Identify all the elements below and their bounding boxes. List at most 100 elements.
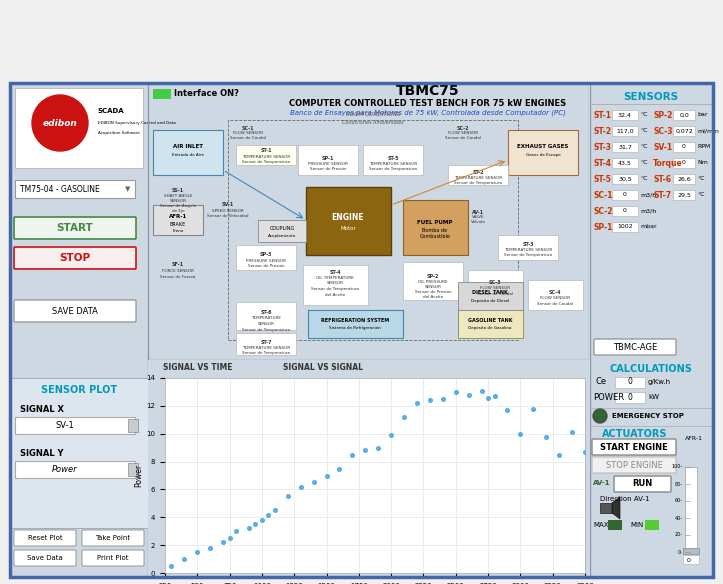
Text: m3/h: m3/h [640, 208, 656, 214]
Text: GASOLINE TANK: GASOLINE TANK [468, 318, 513, 322]
Text: SENSORS: SENSORS [623, 92, 679, 102]
FancyBboxPatch shape [594, 339, 676, 355]
Text: SIGNAL X: SIGNAL X [20, 405, 64, 415]
Text: Torque: Torque [653, 158, 683, 168]
Point [282, 492, 294, 501]
Text: ST-5: ST-5 [593, 175, 611, 183]
Text: Power: Power [52, 465, 78, 474]
Point [372, 443, 384, 453]
Text: MIN: MIN [630, 522, 643, 528]
Text: del Aceite: del Aceite [325, 293, 345, 297]
Text: TBMC75: TBMC75 [396, 84, 460, 98]
Text: Sensor de Fuerza: Sensor de Fuerza [161, 275, 196, 279]
Text: SC-1: SC-1 [593, 190, 612, 200]
Text: PRESSURE SENSOR: PRESSURE SENSOR [308, 162, 348, 166]
Text: SCADA: SCADA [98, 108, 124, 114]
Text: °C: °C [640, 161, 648, 165]
Point [385, 430, 397, 440]
Point [231, 527, 242, 536]
Text: Acoplamiento: Acoplamiento [268, 234, 296, 238]
Bar [303, 265, 368, 305]
Text: Depósito de Gasolina: Depósito de Gasolina [469, 326, 512, 330]
Text: POWER: POWER [593, 392, 624, 402]
Text: SP-2: SP-2 [653, 110, 672, 120]
Text: °C: °C [640, 144, 648, 150]
Bar [673, 174, 695, 184]
Bar [615, 377, 645, 388]
Point [205, 543, 216, 552]
Text: ST-1: ST-1 [260, 148, 272, 154]
Bar [128, 419, 138, 432]
FancyBboxPatch shape [14, 247, 136, 269]
Bar [612, 222, 638, 232]
FancyBboxPatch shape [14, 550, 76, 566]
Text: °C: °C [640, 113, 648, 117]
Text: ST-6: ST-6 [260, 310, 272, 315]
Text: DIESEL TANK: DIESEL TANK [472, 290, 508, 296]
Text: 30,5: 30,5 [618, 176, 632, 182]
Text: FUEL PUMP: FUEL PUMP [417, 220, 453, 224]
Text: SS-1: SS-1 [172, 187, 184, 193]
Bar [612, 206, 638, 216]
Bar [673, 158, 695, 168]
Text: Print Plot: Print Plot [98, 555, 129, 561]
Text: SC-1: SC-1 [241, 126, 254, 130]
Text: SHAFT ANGLE: SHAFT ANGLE [163, 194, 192, 198]
Text: SF-1: SF-1 [172, 262, 184, 267]
Text: TEMPERATURE: TEMPERATURE [251, 316, 281, 320]
Text: 29,5: 29,5 [677, 193, 691, 197]
Bar [153, 130, 223, 175]
Bar [645, 520, 659, 530]
Point [359, 446, 371, 455]
Bar [15, 88, 143, 168]
Text: Válvula: Válvula [471, 220, 485, 224]
Bar [673, 190, 695, 200]
Bar [508, 130, 578, 175]
Text: 32,4: 32,4 [618, 113, 632, 117]
Point [243, 524, 254, 533]
Text: STOP ENGINE: STOP ENGINE [606, 461, 662, 470]
Bar [683, 555, 699, 564]
Point [321, 471, 333, 480]
Text: COUPLING: COUPLING [270, 227, 295, 231]
Bar [612, 110, 638, 120]
Y-axis label: Power: Power [134, 464, 143, 487]
Text: RPM: RPM [697, 144, 710, 150]
Text: Sensor de Temperatura: Sensor de Temperatura [242, 328, 290, 332]
Text: Sensor de Velocidad: Sensor de Velocidad [208, 214, 249, 218]
Point [411, 398, 423, 408]
Bar [308, 310, 403, 338]
Text: TEMPERATURE SENSOR: TEMPERATURE SENSOR [504, 248, 552, 252]
Text: Interface ON?: Interface ON? [174, 89, 239, 99]
Bar [228, 120, 518, 340]
Bar [498, 235, 558, 260]
Text: ST-2: ST-2 [472, 169, 484, 175]
Point [502, 405, 513, 415]
Text: SV-1: SV-1 [222, 203, 234, 207]
FancyBboxPatch shape [614, 476, 671, 492]
Text: Sensor de Presión: Sensor de Presión [248, 264, 284, 268]
Bar [458, 310, 523, 338]
Text: Direction AV-1: Direction AV-1 [600, 496, 649, 502]
Point [218, 538, 229, 547]
Text: SIGNAL VS SIGNAL: SIGNAL VS SIGNAL [283, 363, 363, 371]
Text: °C: °C [697, 193, 704, 197]
Text: 1002: 1002 [617, 224, 633, 230]
Text: FLOW SENSOR: FLOW SENSOR [448, 131, 478, 135]
Text: SAVE DATA: SAVE DATA [52, 307, 98, 315]
Point [269, 506, 281, 515]
Text: ST-4: ST-4 [593, 158, 611, 168]
Bar [615, 392, 645, 403]
Bar [298, 145, 358, 175]
Text: Sensor de Caudal: Sensor de Caudal [445, 136, 481, 140]
Text: 0: 0 [628, 392, 633, 402]
Text: SP-1: SP-1 [593, 223, 612, 231]
FancyBboxPatch shape [14, 300, 136, 322]
Text: Ce: Ce [595, 377, 606, 387]
Text: ST-4: ST-4 [329, 269, 341, 274]
Text: Reset Plot: Reset Plot [27, 535, 62, 541]
Text: OIL TEMPERATURE: OIL TEMPERATURE [316, 276, 354, 280]
FancyBboxPatch shape [14, 217, 136, 239]
Text: SPEED SENSOR: SPEED SENSOR [212, 209, 244, 213]
Point [553, 450, 565, 459]
